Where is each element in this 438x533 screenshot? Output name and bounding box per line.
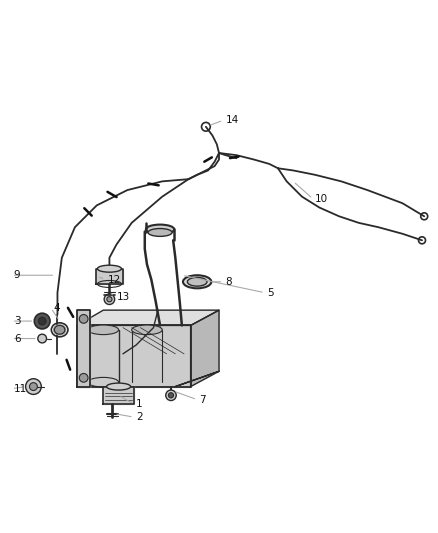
- Ellipse shape: [53, 324, 67, 335]
- Ellipse shape: [132, 325, 162, 335]
- Text: 3: 3: [14, 316, 21, 326]
- Ellipse shape: [146, 224, 174, 234]
- Ellipse shape: [183, 275, 212, 288]
- Ellipse shape: [97, 265, 121, 272]
- Text: 10: 10: [315, 194, 328, 204]
- Circle shape: [104, 294, 115, 304]
- Ellipse shape: [187, 277, 207, 286]
- Polygon shape: [77, 326, 191, 386]
- Text: 5: 5: [267, 288, 274, 298]
- Circle shape: [79, 374, 88, 382]
- Polygon shape: [77, 310, 219, 326]
- Polygon shape: [175, 372, 219, 386]
- Circle shape: [107, 297, 112, 302]
- Ellipse shape: [148, 229, 172, 236]
- Polygon shape: [77, 310, 90, 386]
- Circle shape: [38, 317, 46, 325]
- Polygon shape: [191, 310, 219, 386]
- Ellipse shape: [106, 383, 131, 390]
- Text: 6: 6: [14, 334, 21, 344]
- Text: 14: 14: [226, 115, 239, 125]
- Text: 2: 2: [136, 412, 143, 422]
- Circle shape: [166, 390, 176, 400]
- Circle shape: [168, 393, 173, 398]
- Text: 1: 1: [136, 399, 143, 409]
- Text: 4: 4: [53, 303, 60, 313]
- Text: 8: 8: [226, 277, 232, 287]
- Text: 12: 12: [108, 274, 121, 285]
- Polygon shape: [96, 269, 123, 284]
- Text: 11: 11: [14, 384, 27, 394]
- Polygon shape: [103, 386, 134, 404]
- Ellipse shape: [88, 325, 119, 335]
- Text: 13: 13: [117, 292, 130, 302]
- Circle shape: [34, 313, 50, 329]
- Text: 7: 7: [199, 394, 206, 405]
- Circle shape: [79, 314, 88, 323]
- Circle shape: [29, 383, 37, 391]
- Circle shape: [25, 379, 41, 394]
- Circle shape: [38, 334, 46, 343]
- Text: 9: 9: [14, 270, 21, 280]
